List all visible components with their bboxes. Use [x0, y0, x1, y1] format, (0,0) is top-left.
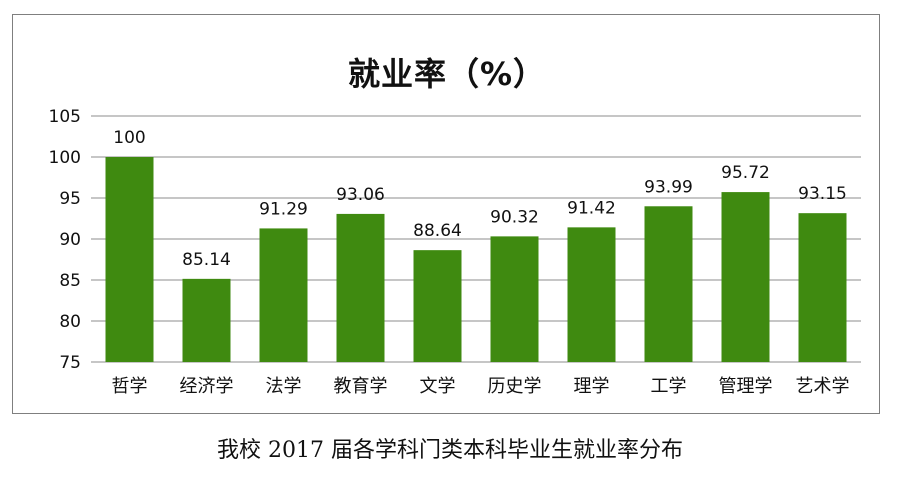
category-label: 经济学	[180, 376, 234, 397]
data-label: 93.99	[644, 177, 693, 197]
y-tick-label: 75	[59, 353, 81, 373]
bars	[105, 157, 847, 362]
y-tick-label: 90	[59, 230, 81, 250]
figure-caption: 我校 2017 届各学科门类本科毕业生就业率分布	[217, 438, 683, 463]
data-label: 85.14	[182, 250, 231, 270]
data-label: 93.15	[798, 184, 847, 204]
bar	[182, 278, 231, 362]
category-label: 哲学	[112, 376, 148, 397]
category-label: 法学	[266, 376, 302, 397]
category-label: 工学	[651, 376, 687, 397]
data-label: 88.64	[413, 221, 462, 241]
category-label: 文学	[420, 376, 456, 397]
bar	[490, 236, 539, 362]
category-label: 管理学	[719, 376, 773, 397]
y-tick-label: 80	[59, 312, 81, 332]
category-label: 教育学	[334, 376, 388, 397]
y-axis-ticks: 75 80 85 90 95 100 105	[49, 107, 81, 373]
bar	[413, 250, 462, 362]
bar	[644, 206, 693, 362]
category-label: 历史学	[488, 376, 542, 397]
data-label: 95.72	[721, 163, 770, 183]
y-tick-label: 85	[59, 271, 81, 291]
data-label: 90.32	[490, 207, 539, 227]
data-labels: 100 85.14 91.29 93.06 88.64 90.32 91.42 93.99 95…	[113, 128, 847, 270]
bar-chart: 75 80 85 90 95 100 105 100 85.14 91.29 93.06 88.64…	[49, 107, 861, 397]
y-tick-label: 100	[49, 148, 81, 168]
category-labels: 哲学 经济学 法学 教育学 文学 历史学 理学 工学 管理学 艺术学	[112, 376, 850, 397]
chart-title: 就业率（%）	[347, 55, 547, 93]
data-label: 91.29	[259, 199, 308, 219]
category-label: 艺术学	[796, 376, 850, 397]
data-label: 100	[113, 128, 145, 148]
bar	[721, 192, 770, 362]
y-tick-label: 105	[49, 107, 81, 127]
bar	[336, 213, 385, 362]
y-tick-label: 95	[59, 189, 81, 209]
bar	[567, 227, 616, 362]
category-label: 理学	[574, 376, 610, 397]
chart-frame: 就业率（%） 75 80 85 90 95 100 105 100 85.14 91.29 93.…	[12, 14, 880, 414]
data-label: 91.42	[567, 198, 616, 218]
bar	[259, 228, 308, 362]
bar	[798, 213, 847, 362]
data-label: 93.06	[336, 185, 385, 205]
bar	[105, 157, 154, 362]
